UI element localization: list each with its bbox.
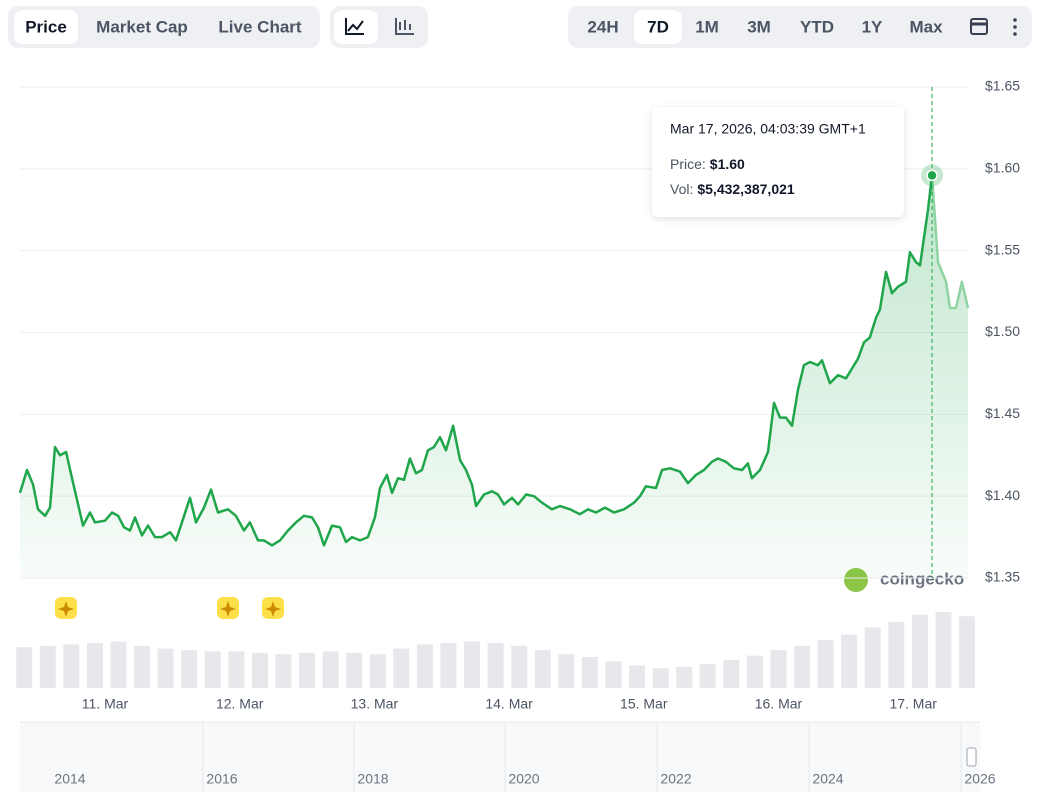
volume-bar	[699, 664, 716, 688]
x-tick-label: 16. Mar	[755, 696, 803, 712]
range-tab[interactable]: 1Y	[862, 17, 883, 36]
view-tab-group	[8, 6, 320, 48]
volume-bar	[864, 627, 881, 688]
volume-bar	[393, 648, 410, 688]
x-tick-label: 13. Mar	[351, 696, 399, 712]
volume-bar	[299, 652, 316, 688]
navigator-label: 2020	[508, 771, 539, 787]
range-tab[interactable]: 1M	[695, 17, 719, 36]
x-tick-label: 17. Mar	[889, 696, 937, 712]
volume-bar	[652, 668, 669, 688]
navigator-label: 2026	[964, 771, 995, 787]
tooltip-price-label: Price:	[670, 156, 706, 172]
volume-bar	[181, 650, 198, 688]
volume-bar	[63, 644, 80, 688]
price-area	[20, 175, 968, 578]
navigator-handle[interactable]	[966, 747, 977, 767]
tooltip-price-value: $1.60	[710, 156, 745, 172]
volume-bar	[605, 661, 622, 688]
volume-bar	[157, 648, 174, 688]
line-icon	[345, 18, 364, 35]
range-tab[interactable]: YTD	[800, 17, 834, 36]
y-tick-label: $1.45	[985, 405, 1020, 421]
x-tick-label: 15. Mar	[620, 696, 668, 712]
tooltip-vol: Vol: $5,432,387,021	[670, 181, 795, 197]
tooltip-date: Mar 17, 2026, 04:03:39 GMT+1	[670, 121, 866, 137]
navigator-label: 2018	[357, 771, 388, 787]
volume-bar	[275, 654, 292, 688]
tooltip-price: Price: $1.60	[670, 156, 745, 172]
volume-bar	[911, 614, 928, 688]
tooltip	[652, 107, 904, 217]
volume-bar	[746, 655, 763, 688]
y-tick-label: $1.40	[985, 487, 1020, 503]
volume-bar	[16, 647, 33, 688]
volume-bar	[487, 642, 504, 688]
view-tab[interactable]: Market Cap	[96, 17, 188, 36]
more-menu[interactable]	[1013, 18, 1017, 36]
tooltip-vol-label: Vol:	[670, 181, 693, 197]
volume-bar	[817, 640, 834, 688]
range-tab-bg	[634, 10, 682, 44]
volume-bar	[558, 654, 575, 688]
hover-point	[926, 169, 938, 182]
volume-bar	[322, 651, 339, 688]
volume-bar	[110, 641, 127, 688]
x-tick-label: 11. Mar	[82, 696, 129, 712]
volume-bar	[959, 616, 976, 688]
volume-bar	[204, 651, 221, 688]
navigator-label: 2016	[206, 771, 237, 787]
navigator-label: 2024	[812, 771, 843, 787]
volume-bar	[228, 651, 245, 688]
y-tick-label: $1.60	[985, 160, 1020, 176]
range-tab[interactable]: 24H	[587, 17, 618, 36]
calendar-icon[interactable]	[970, 18, 988, 35]
volume-bar	[794, 645, 811, 688]
x-tick-label: 14. Mar	[485, 696, 533, 712]
volume-bar	[86, 642, 103, 688]
y-tick-label: $1.35	[985, 569, 1020, 585]
candle-icon[interactable]	[395, 18, 414, 35]
volume-bar	[134, 645, 151, 688]
volume-bar	[534, 650, 551, 688]
volume-bar	[416, 644, 433, 688]
volume-bar	[346, 652, 363, 688]
view-tab[interactable]: Price	[25, 17, 67, 36]
volume-bar	[770, 650, 787, 688]
volume-bar	[841, 634, 858, 688]
range-tab[interactable]: 7D	[647, 17, 669, 36]
price-line	[18, 174, 970, 547]
y-tick-label: $1.50	[985, 323, 1020, 339]
volume-bar	[440, 642, 457, 688]
y-tick-label: $1.65	[985, 78, 1020, 94]
volume-bar	[676, 666, 693, 688]
volume-bar	[369, 654, 386, 688]
y-tick-label: $1.55	[985, 241, 1020, 257]
volume-bar	[723, 659, 740, 688]
volume-bar	[464, 641, 481, 688]
view-tab-bg	[14, 10, 78, 44]
volume-bar	[251, 652, 268, 688]
range-tab[interactable]: 3M	[747, 17, 771, 36]
volume-bar	[581, 657, 598, 688]
volume-bar	[39, 645, 56, 688]
range-tab[interactable]: Max	[909, 17, 943, 36]
range-group	[568, 6, 1032, 48]
event-markers	[55, 597, 284, 619]
volume-bar	[935, 612, 952, 688]
navigator-label: 2014	[54, 771, 85, 787]
volume-bar	[888, 621, 905, 688]
view-tab[interactable]: Live Chart	[218, 17, 301, 36]
x-tick-label: 12. Mar	[216, 696, 264, 712]
navigator	[20, 722, 980, 792]
navigator-label: 2022	[660, 771, 691, 787]
volume-bar	[629, 665, 646, 688]
volume-bar	[511, 645, 528, 688]
tooltip-vol-value: $5,432,387,021	[697, 181, 795, 197]
